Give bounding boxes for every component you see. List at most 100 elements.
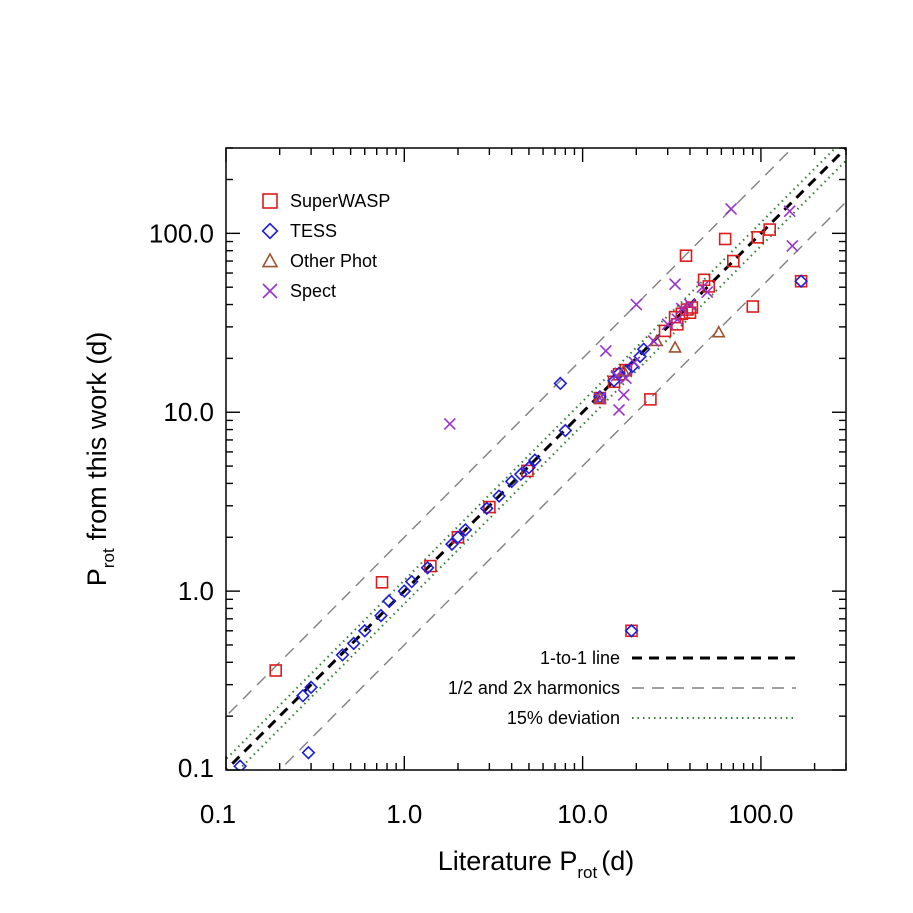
data-point bbox=[558, 423, 573, 438]
data-point bbox=[593, 390, 607, 404]
data-point bbox=[661, 318, 674, 331]
legend-marker bbox=[262, 283, 278, 299]
ref-line-dotted bbox=[226, 148, 837, 761]
data-point bbox=[521, 464, 534, 478]
data-point bbox=[397, 584, 412, 599]
data-point bbox=[683, 298, 697, 311]
data-point bbox=[617, 388, 630, 401]
x-tick-label: 10.0 bbox=[557, 799, 608, 829]
x-tick-label: 100.0 bbox=[728, 799, 793, 829]
data-point bbox=[522, 460, 536, 475]
data-point bbox=[301, 745, 316, 760]
legend-marker bbox=[262, 193, 278, 209]
legend-item: TESS bbox=[261, 221, 337, 241]
data-point bbox=[527, 453, 542, 468]
data-point bbox=[746, 300, 760, 313]
legend-marker bbox=[261, 222, 279, 240]
data-point bbox=[382, 594, 396, 608]
data-point bbox=[357, 623, 372, 638]
ref-line-dotted bbox=[237, 159, 846, 770]
ref-line-dashed-thin bbox=[226, 148, 794, 718]
marker-legend: SuperWASP TESS Other Phot Spect bbox=[261, 191, 390, 301]
data-point bbox=[628, 356, 641, 369]
data-point bbox=[374, 608, 388, 623]
data-point bbox=[375, 576, 389, 589]
ref-line-dashed-thin bbox=[278, 200, 846, 770]
data-point bbox=[724, 202, 738, 215]
data-point bbox=[346, 636, 361, 651]
data-point bbox=[451, 530, 465, 545]
data-point bbox=[727, 254, 740, 268]
data-point bbox=[610, 369, 623, 382]
ref-line-dashed-thick bbox=[226, 148, 846, 770]
y-axis-title: Protfrom this work (d) bbox=[82, 332, 118, 586]
data-point bbox=[671, 313, 684, 326]
line-legend: 1-to-1 line 1/2 and 2x harmonics 15% devia… bbox=[448, 648, 796, 728]
series-spect bbox=[443, 202, 799, 431]
reference-lines bbox=[226, 148, 846, 770]
data-point bbox=[296, 688, 310, 703]
data-points bbox=[233, 202, 809, 770]
data-point bbox=[269, 664, 283, 677]
data-point bbox=[479, 501, 494, 516]
data-point bbox=[304, 680, 318, 695]
plot-frame bbox=[225, 147, 847, 771]
data-point bbox=[658, 324, 672, 338]
data-point bbox=[711, 325, 726, 338]
data-point bbox=[636, 342, 651, 357]
tick-labels: 0.1 1.0 10.0 100.0 0.1 1.0 10.0 100.0 bbox=[149, 218, 794, 829]
data-point bbox=[619, 372, 633, 385]
legend-item: SuperWASP bbox=[262, 191, 390, 211]
data-point bbox=[458, 522, 473, 537]
data-point bbox=[751, 231, 765, 244]
y-tick-label: 100.0 bbox=[149, 218, 214, 248]
legend-label: Other Phot bbox=[290, 251, 377, 271]
y-tick-label: 0.1 bbox=[178, 753, 214, 783]
data-point bbox=[492, 489, 506, 503]
data-point bbox=[718, 232, 732, 246]
legend-item: Other Phot bbox=[261, 251, 377, 271]
data-point bbox=[794, 274, 809, 289]
line-legend-item: 1/2 and 2x harmonics bbox=[448, 678, 796, 698]
legend-label: Spect bbox=[290, 281, 336, 301]
line-legend-item: 1-to-1 line bbox=[540, 648, 796, 668]
data-point bbox=[513, 467, 528, 482]
data-point bbox=[443, 417, 456, 431]
data-point bbox=[630, 298, 643, 311]
legend-label: TESS bbox=[290, 221, 337, 241]
data-point bbox=[783, 205, 796, 218]
line-legend-item: 15% deviation bbox=[507, 708, 796, 728]
x-axis-title: Literature Prot (d) bbox=[438, 846, 634, 882]
data-point bbox=[404, 574, 419, 589]
legend-marker bbox=[261, 252, 279, 268]
data-point bbox=[668, 340, 682, 353]
data-point bbox=[420, 560, 435, 575]
data-point bbox=[599, 344, 612, 358]
y-tick-label: 1.0 bbox=[178, 576, 214, 606]
data-point bbox=[701, 285, 714, 299]
data-point bbox=[647, 334, 660, 348]
data-point bbox=[233, 759, 248, 770]
data-point bbox=[504, 474, 519, 489]
x-tick-label: 1.0 bbox=[386, 799, 422, 829]
y-tick-label: 10.0 bbox=[163, 397, 214, 427]
data-point bbox=[335, 647, 350, 662]
line-legend-label: 1/2 and 2x harmonics bbox=[448, 678, 620, 698]
legend-label: SuperWASP bbox=[290, 191, 390, 211]
data-point bbox=[612, 403, 626, 417]
legend-item: Spect bbox=[262, 281, 336, 301]
data-point bbox=[593, 392, 606, 405]
axis-ticks bbox=[225, 147, 847, 771]
data-point bbox=[679, 249, 693, 262]
data-point bbox=[624, 623, 639, 638]
data-point bbox=[553, 376, 568, 391]
data-point bbox=[763, 223, 777, 236]
data-point bbox=[786, 239, 799, 253]
x-tick-label: 0.1 bbox=[200, 799, 236, 829]
line-legend-label: 15% deviation bbox=[507, 708, 620, 728]
data-point bbox=[675, 302, 688, 315]
line-legend-label: 1-to-1 line bbox=[540, 648, 620, 668]
data-point bbox=[669, 278, 682, 291]
